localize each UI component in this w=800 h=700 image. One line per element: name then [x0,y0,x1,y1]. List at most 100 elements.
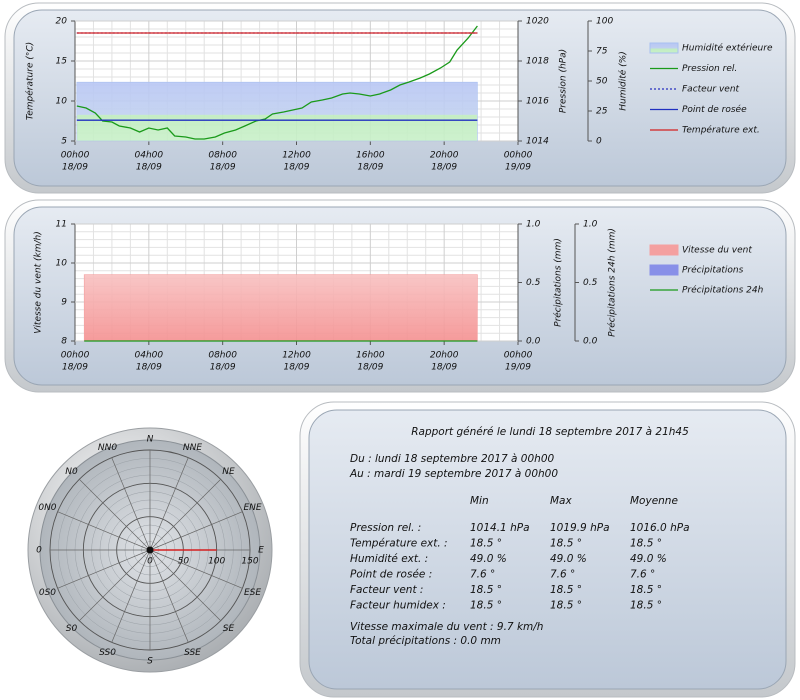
axis-title: Pression (hPa) [559,49,569,113]
report-cell: 1014.1 hPa [470,522,530,534]
x-tick-date: 19/09 [505,163,531,173]
direction-label: N0 [65,467,78,477]
r-tick-label: 50 [178,557,190,567]
report-cell: 18.5 ° [470,600,502,612]
report-period: Au : mardi 19 septembre 2017 à 00h00 [349,468,558,480]
x-tick-date: 18/09 [210,163,236,173]
legend-label: Point de rosée [682,104,747,115]
x-tick-date: 18/09 [136,363,162,373]
report-cell: 18.5 ° [630,600,662,612]
x-tick-label: 20h00 [430,351,459,361]
legend-label: Précipitations 24h [682,285,764,296]
direction-label: NE [222,467,235,477]
report-cell: 18.5 ° [470,538,502,550]
area [76,81,478,142]
x-tick-label: 16h00 [356,351,385,361]
x-tick-label: 08h00 [208,151,237,161]
axis-title: Température (°C) [25,42,36,120]
x-tick-date: 18/09 [136,163,162,173]
y-tick-label: 1014 [526,137,549,147]
report-cell: 18.5 ° [550,600,582,612]
x-tick-label: 00h00 [504,351,533,361]
x-tick-label: 08h00 [208,351,237,361]
direction-label: ESE [244,588,261,598]
x-tick-date: 18/09 [62,363,88,373]
y-tick-label: 25 [596,107,608,117]
axis-title: Vitesse du vent (km/h) [34,231,44,333]
x-tick-label: 00h00 [61,351,90,361]
y-tick-label: 0.5 [526,278,541,288]
x-tick-label: 20h00 [430,151,459,161]
report: Rapport généré le lundi 18 septembre 201… [349,426,690,647]
y-tick-label: 0.0 [583,337,598,347]
legend-label: Vitesse du vent [682,246,752,256]
x-tick-date: 18/09 [357,163,383,173]
y-tick-label: 15 [56,57,68,67]
legend-swatch [649,244,679,256]
x-tick-date: 18/09 [62,163,88,173]
spoke [57,549,151,589]
direction-label: NN0 [98,443,117,453]
spoke [149,511,243,551]
direction-label: N [147,435,154,445]
y-tick-label: 100 [596,17,613,27]
report-cell: 49.0 % [470,553,507,565]
spoke [111,457,151,551]
report-period: Du : lundi 18 septembre 2017 à 00h00 [350,453,555,465]
x-tick-label: 00h00 [504,151,533,161]
direction-label: SSE [184,648,201,658]
y-tick-label: 1016 [526,97,549,107]
direction-label: S0 [66,624,78,634]
direction-label: SS0 [99,648,116,658]
report-cell: 7.6 ° [550,569,575,581]
report-cell: 49.0 % [550,553,587,565]
direction-label: S [147,657,153,667]
report-summary: Total précipitations : 0.0 mm [350,635,501,647]
report-cell: 49.0 % [630,553,667,565]
y-tick-label: 0 [596,137,602,147]
y-tick-label: 75 [596,47,608,57]
legend-swatch [649,42,679,54]
y-tick-label: 1.0 [526,220,541,230]
report-title: Rapport généré le lundi 18 septembre 201… [411,426,689,438]
spoke [149,549,221,621]
report-row-label: Facteur humidex : [350,600,446,612]
y-tick-label: 1.0 [583,220,598,230]
x-tick-date: 19/09 [505,363,531,373]
direction-label: 0S0 [39,588,56,598]
y-tick-label: 1020 [526,17,549,27]
y-tick-label: 11 [56,220,67,230]
spoke [79,549,151,621]
y-tick-label: 0.5 [583,278,598,288]
report-cell: 7.6 ° [630,569,655,581]
x-tick-date: 18/09 [284,163,310,173]
direction-label: ENE [243,503,261,513]
legend-label: Précipitations [682,265,744,276]
x-tick-date: 18/09 [431,163,457,173]
spoke [149,457,189,551]
report-cell: 18.5 ° [550,584,582,596]
spoke [149,549,243,589]
report-row-label: Facteur vent : [350,584,423,596]
x-tick-label: 16h00 [356,151,385,161]
legend-label: Pression rel. [682,64,737,74]
y-tick-label: 8 [61,337,67,347]
report-row-label: Point de rosée : [350,569,432,581]
dial-center [146,546,154,554]
spoke [79,479,151,551]
spoke [111,549,151,643]
legend-label: Humidité extérieure [682,43,773,54]
report-cell: 7.6 ° [470,569,495,581]
report-row-label: Température ext. : [350,538,448,550]
x-tick-date: 18/09 [284,363,310,373]
y-tick-label: 20 [56,17,68,27]
direction-label: 0N0 [38,503,56,513]
y-tick-label: 10 [56,97,68,107]
report-summary: Vitesse maximale du vent : 9.7 km/h [350,621,543,633]
column-header: Max [550,495,572,507]
y-tick-label: 9 [61,298,67,308]
axis-title: Précipitations (mm) [553,238,564,327]
column-header: Min [470,495,489,507]
direction-label: 0 [36,546,42,556]
